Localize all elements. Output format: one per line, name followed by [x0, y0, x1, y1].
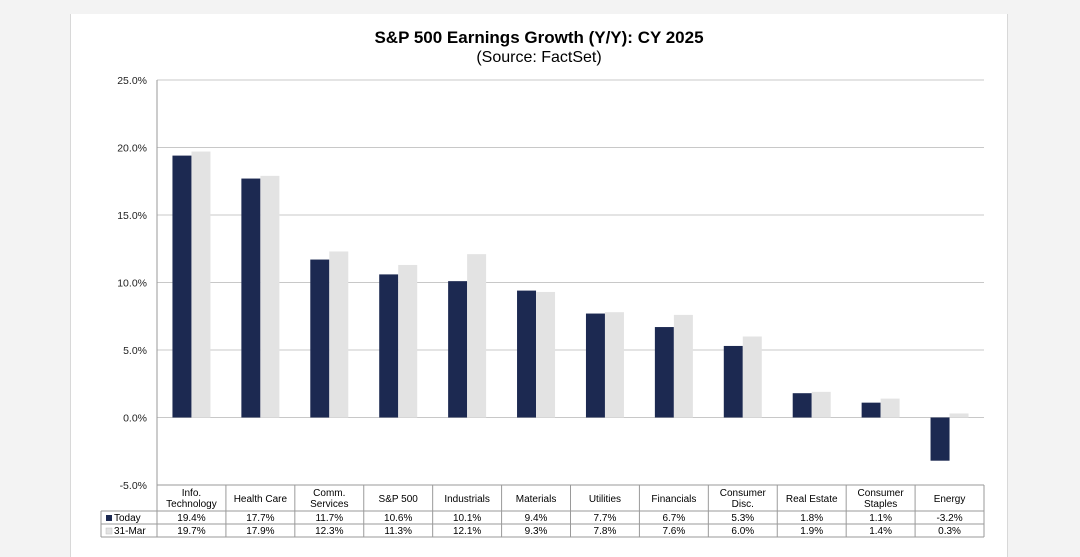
- data-label: 17.9%: [246, 526, 274, 537]
- bar-today: [861, 402, 881, 418]
- category-label: Consumer: [720, 488, 767, 499]
- legend-key-today: [106, 515, 112, 521]
- bar-today: [792, 393, 812, 418]
- y-tick-label: -5.0%: [120, 480, 147, 492]
- bar-31-mar: [398, 264, 418, 418]
- category-label: Info.: [182, 488, 201, 499]
- category-label: Health Care: [234, 494, 288, 505]
- chart-subtitle: (Source: FactSet): [476, 49, 602, 66]
- bar-31-mar: [604, 312, 624, 418]
- category-label: Financials: [651, 494, 696, 505]
- data-label: 12.1%: [453, 526, 481, 537]
- bar-today: [585, 313, 605, 418]
- data-label: 5.3%: [731, 513, 754, 524]
- data-label: 7.7%: [594, 513, 617, 524]
- legend-label: Today: [114, 513, 141, 524]
- data-label: 10.6%: [384, 513, 412, 524]
- data-label: 7.8%: [594, 526, 617, 537]
- bar-31-mar: [191, 151, 211, 418]
- bar-today: [310, 259, 330, 418]
- y-tick-label: 25.0%: [117, 75, 147, 87]
- category-label: Services: [310, 499, 348, 510]
- data-label: 9.4%: [525, 513, 548, 524]
- data-label: 17.7%: [246, 513, 274, 524]
- bar-today: [930, 417, 950, 461]
- bar-today: [723, 345, 743, 418]
- bar-today: [172, 155, 192, 418]
- bar-31-mar: [742, 336, 762, 418]
- data-label: 7.6%: [662, 526, 685, 537]
- bar-31-mar: [811, 391, 831, 418]
- data-label: 11.3%: [384, 526, 412, 537]
- data-label: 10.1%: [453, 513, 481, 524]
- data-label: 1.8%: [800, 513, 823, 524]
- category-label: S&P 500: [379, 494, 419, 505]
- bar-today: [379, 274, 399, 418]
- bar-31-mar: [260, 175, 280, 418]
- y-tick-label: 15.0%: [117, 210, 147, 222]
- data-label: 12.3%: [315, 526, 343, 537]
- data-label: 0.3%: [938, 526, 961, 537]
- bar-31-mar: [536, 291, 556, 418]
- category-label: Staples: [864, 499, 897, 510]
- bar-31-mar: [949, 413, 969, 418]
- bar-today: [241, 178, 261, 418]
- category-label: Disc.: [732, 499, 754, 510]
- category-label: Real Estate: [786, 494, 838, 505]
- y-tick-label: 5.0%: [123, 345, 147, 357]
- data-label: -3.2%: [936, 513, 962, 524]
- category-label: Consumer: [858, 488, 905, 499]
- y-tick-label: 20.0%: [117, 143, 147, 155]
- data-label: 1.9%: [800, 526, 823, 537]
- bar-today: [654, 327, 674, 418]
- bar-31-mar: [467, 254, 487, 418]
- category-label: Technology: [166, 499, 217, 510]
- legend-key-31-mar: [105, 527, 113, 535]
- data-label: 1.4%: [869, 526, 892, 537]
- bar-chart: 25.0% 20.0% 15.0% 10.0% 5.0% 0.0% -5.0% Info.Te…: [100, 75, 985, 538]
- legend-label: 31-Mar: [114, 526, 146, 537]
- data-label: 19.7%: [177, 526, 205, 537]
- data-label: 19.4%: [177, 513, 205, 524]
- chart-panel: S&P 500 Earnings Growth (Y/Y): CY 2025 (…: [70, 14, 1008, 557]
- category-label: Energy: [934, 494, 966, 505]
- data-label: 6.0%: [731, 526, 754, 537]
- bar-today: [448, 281, 468, 418]
- data-label: 11.7%: [315, 513, 343, 524]
- category-label: Materials: [516, 494, 557, 505]
- y-tick-label: 0.0%: [123, 413, 147, 425]
- category-label: Industrials: [444, 494, 490, 505]
- data-label: 9.3%: [525, 526, 548, 537]
- data-label: 1.1%: [869, 513, 892, 524]
- category-label: Comm.: [313, 488, 345, 499]
- bar-today: [517, 290, 537, 418]
- data-label: 6.7%: [662, 513, 685, 524]
- bar-31-mar: [329, 251, 349, 418]
- bar-31-mar: [880, 398, 900, 418]
- bar-31-mar: [673, 314, 693, 418]
- chart-title: S&P 500 Earnings Growth (Y/Y): CY 2025: [374, 28, 704, 47]
- category-label: Utilities: [589, 494, 621, 505]
- y-tick-label: 10.0%: [117, 278, 147, 290]
